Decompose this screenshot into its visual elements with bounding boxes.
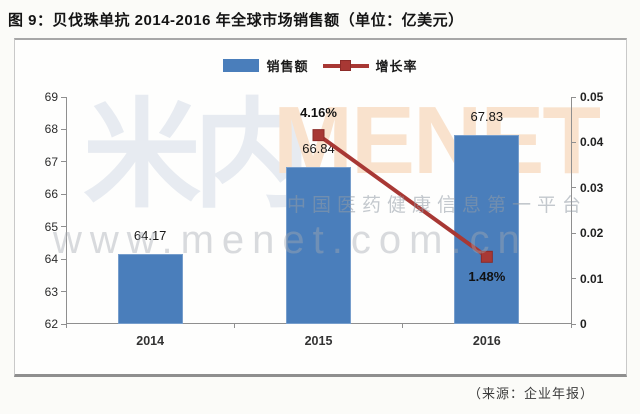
right-axis-tick: [571, 278, 576, 280]
left-axis-tick-label: 62: [44, 317, 58, 331]
bar-swatch-icon: [223, 59, 260, 72]
left-axis-tick: [61, 96, 66, 98]
bar-value-label: 66.84: [302, 141, 335, 157]
left-axis-tick-label: 67: [44, 154, 58, 169]
x-axis-tick: [233, 324, 235, 328]
left-axis-tick-label: 64: [44, 252, 58, 267]
legend-item-growth: 增长率: [322, 56, 418, 75]
left-axis-line: [66, 97, 67, 324]
bar-value-label: 67.83: [470, 108, 504, 124]
x-axis-tick: [570, 324, 572, 328]
left-axis-tick: [61, 291, 66, 293]
right-axis-line: [571, 97, 572, 324]
left-axis-tick: [61, 161, 66, 163]
sales-bar: [117, 253, 183, 324]
right-axis-tick: [571, 232, 576, 234]
right-axis-tick: [571, 323, 576, 325]
left-axis-tick: [61, 226, 66, 228]
bar-value-label: 64.17: [133, 227, 167, 243]
left-axis-tick-label: 63: [44, 284, 58, 299]
x-axis-tick: [402, 324, 404, 328]
right-axis-tick-label: 0.04: [580, 135, 604, 150]
menet-slogan-watermark: 中国医药健康信息第一平台: [287, 195, 588, 216]
right-axis-tick-label: 0.02: [580, 226, 604, 241]
growth-rate-label: 4.16%: [300, 105, 337, 121]
plot-area: 69 68 67 66 65 64 63 62 0.05 0.04 0.03 0.02 0.01 0 201…: [45, 90, 604, 348]
left-axis-tick-label: 69: [44, 90, 58, 104]
left-axis-tick: [61, 258, 66, 260]
left-axis-tick-label: 66: [44, 187, 58, 202]
right-axis-tick: [571, 187, 576, 189]
right-axis-tick: [571, 96, 576, 98]
x-axis-category-label: 2015: [304, 334, 333, 348]
line-swatch-icon: [322, 59, 369, 72]
legend-label-growth: 增长率: [375, 59, 418, 74]
x-axis-tick: [65, 324, 67, 328]
line-marker: [312, 129, 325, 142]
right-axis-tick-label: 0: [580, 317, 587, 331]
right-axis-tick: [571, 141, 576, 143]
growth-rate-label: 1.48%: [468, 268, 506, 284]
menet-logo-watermark: 米内: [83, 90, 311, 222]
legend-label-sales: 销售额: [266, 59, 309, 74]
left-axis-tick: [61, 323, 66, 325]
left-axis-tick-label: 68: [44, 122, 58, 137]
source-note: （来源：企业年报）: [467, 386, 594, 401]
right-axis-tick-label: 0.05: [580, 90, 604, 104]
chart-title: 图 9：贝伐珠单抗 2014-2016 年全球市场销售额（单位：亿美元）: [8, 12, 464, 29]
x-axis-category-label: 2014: [136, 334, 165, 348]
x-axis-category-label: 2016: [472, 334, 501, 348]
legend-item-sales: 销售额: [223, 56, 308, 75]
left-axis-tick-label: 65: [44, 219, 58, 234]
menet-url-watermark: www.menet.com.cn: [53, 218, 528, 262]
right-axis-tick-label: 0.03: [580, 180, 604, 195]
chart-legend: 销售额 增长率: [15, 56, 626, 75]
right-axis-tick-label: 0.01: [580, 271, 604, 286]
left-axis-tick: [61, 128, 66, 130]
chart-container: 米内 MENET 销售额 增长率 69 68 67 66 65 64 63 62 0.05 0.0…: [14, 38, 627, 377]
left-axis-tick: [61, 193, 66, 195]
